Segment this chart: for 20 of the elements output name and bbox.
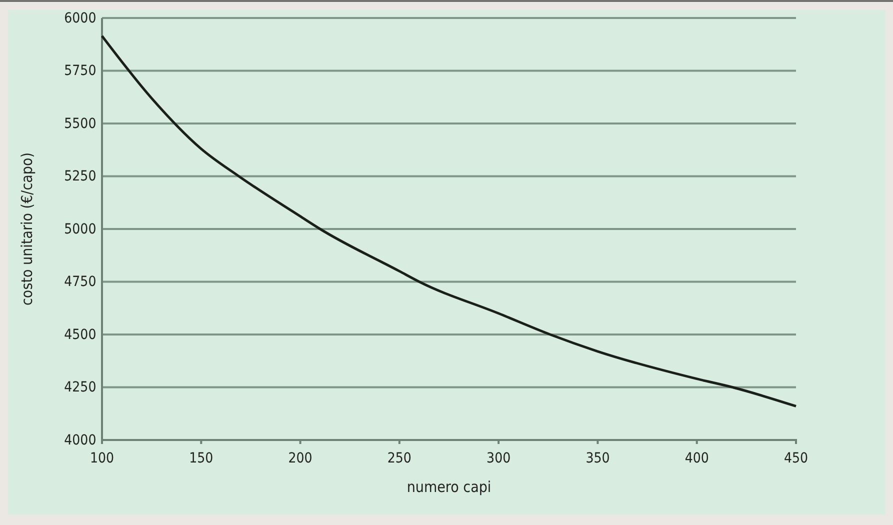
x-tick-label: 200 <box>288 450 312 466</box>
y-tick-label: 4750 <box>64 274 96 290</box>
x-tick-label: 450 <box>784 450 808 466</box>
y-tick-label: 5750 <box>64 63 96 80</box>
y-tick-label: 6000 <box>64 10 96 26</box>
y-tick-label: 4250 <box>64 380 96 396</box>
y-tick-label: 4000 <box>64 432 96 448</box>
x-tick-label: 100 <box>90 450 114 466</box>
x-tick-label: 300 <box>486 450 511 466</box>
y-tick-label: 4500 <box>64 326 96 343</box>
x-tick-label: 350 <box>586 450 610 466</box>
line-series <box>100 34 798 408</box>
y-axis-title: costo unitario (€/capo) <box>18 152 36 306</box>
x-tick-label: 150 <box>189 450 214 466</box>
x-axis-title: numero capi <box>406 478 492 496</box>
x-tick-label: 400 <box>684 450 709 466</box>
x-tick-label: 250 <box>387 450 412 466</box>
y-tick-label: 5500 <box>64 116 96 132</box>
y-tick-label: 5250 <box>64 168 96 185</box>
y-tick-label: 5000 <box>64 221 96 238</box>
